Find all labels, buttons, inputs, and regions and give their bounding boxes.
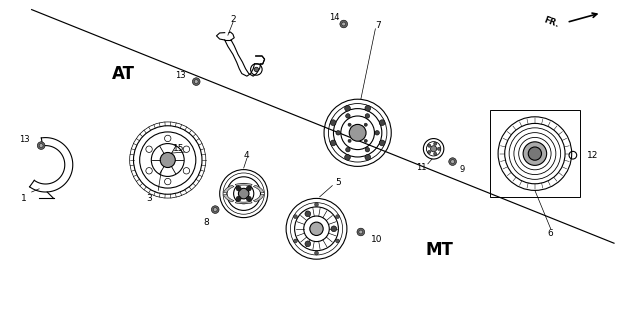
Bar [490, 110, 580, 197]
Text: 5: 5 [335, 178, 342, 187]
Ellipse shape [428, 150, 431, 154]
Wedge shape [253, 185, 264, 193]
Text: 1: 1 [21, 194, 27, 203]
Text: 3: 3 [146, 194, 152, 203]
Ellipse shape [379, 140, 385, 146]
Text: 7: 7 [375, 21, 382, 30]
Ellipse shape [365, 114, 370, 118]
Text: FR.: FR. [542, 16, 560, 29]
Ellipse shape [449, 158, 456, 165]
Ellipse shape [183, 168, 190, 174]
Text: 11: 11 [416, 163, 426, 172]
Ellipse shape [344, 155, 351, 160]
Ellipse shape [211, 206, 219, 213]
Ellipse shape [336, 131, 341, 135]
Ellipse shape [437, 147, 441, 150]
Ellipse shape [342, 22, 346, 26]
Ellipse shape [498, 117, 572, 190]
Wedge shape [235, 183, 252, 186]
Ellipse shape [428, 144, 431, 147]
Ellipse shape [364, 123, 367, 126]
Text: 6: 6 [548, 229, 554, 238]
Text: 15: 15 [173, 144, 184, 153]
Ellipse shape [146, 146, 153, 152]
Text: 10: 10 [371, 235, 382, 244]
Ellipse shape [305, 211, 311, 217]
Ellipse shape [315, 251, 318, 255]
Ellipse shape [37, 142, 45, 149]
Text: 2: 2 [230, 15, 235, 24]
Wedge shape [223, 185, 234, 193]
Ellipse shape [330, 140, 336, 146]
Ellipse shape [451, 160, 454, 164]
Ellipse shape [331, 226, 337, 232]
Ellipse shape [505, 124, 565, 184]
Ellipse shape [305, 241, 311, 247]
Ellipse shape [213, 208, 217, 212]
Ellipse shape [434, 152, 437, 156]
Wedge shape [235, 201, 252, 204]
Ellipse shape [236, 196, 241, 201]
Ellipse shape [335, 239, 339, 243]
Ellipse shape [315, 203, 318, 206]
Ellipse shape [192, 78, 200, 85]
Ellipse shape [246, 186, 251, 191]
Ellipse shape [349, 124, 366, 141]
Ellipse shape [294, 239, 298, 243]
Ellipse shape [246, 196, 251, 201]
Ellipse shape [365, 155, 371, 160]
Text: 8: 8 [203, 218, 210, 227]
Ellipse shape [364, 139, 367, 142]
Ellipse shape [523, 142, 547, 165]
Text: MT: MT [426, 241, 454, 259]
Ellipse shape [183, 146, 190, 152]
Ellipse shape [434, 142, 437, 145]
Ellipse shape [346, 148, 350, 152]
Ellipse shape [375, 131, 379, 135]
Ellipse shape [365, 105, 371, 111]
Ellipse shape [365, 148, 370, 152]
Ellipse shape [239, 188, 249, 199]
Wedge shape [253, 194, 264, 202]
Text: 13: 13 [19, 135, 29, 144]
Ellipse shape [335, 215, 339, 219]
Ellipse shape [165, 135, 171, 142]
Ellipse shape [340, 20, 348, 28]
Ellipse shape [194, 80, 198, 84]
Ellipse shape [346, 114, 350, 118]
Ellipse shape [294, 215, 298, 219]
Ellipse shape [379, 120, 385, 125]
Text: 13: 13 [175, 71, 185, 80]
Ellipse shape [348, 123, 351, 126]
Ellipse shape [146, 168, 153, 174]
Text: 12: 12 [587, 151, 599, 160]
Ellipse shape [357, 228, 365, 236]
Text: 14: 14 [329, 13, 339, 22]
Ellipse shape [310, 222, 323, 236]
Ellipse shape [254, 67, 259, 72]
Wedge shape [223, 194, 234, 202]
Ellipse shape [359, 230, 363, 234]
Ellipse shape [344, 105, 351, 111]
Text: 9: 9 [460, 165, 465, 174]
Ellipse shape [236, 186, 241, 191]
Text: AT: AT [112, 65, 135, 83]
Ellipse shape [165, 178, 171, 185]
Ellipse shape [39, 144, 43, 148]
Ellipse shape [348, 139, 351, 142]
Ellipse shape [529, 147, 541, 160]
Text: 4: 4 [244, 151, 249, 160]
Ellipse shape [330, 120, 336, 125]
Ellipse shape [160, 152, 175, 168]
Ellipse shape [430, 146, 437, 152]
